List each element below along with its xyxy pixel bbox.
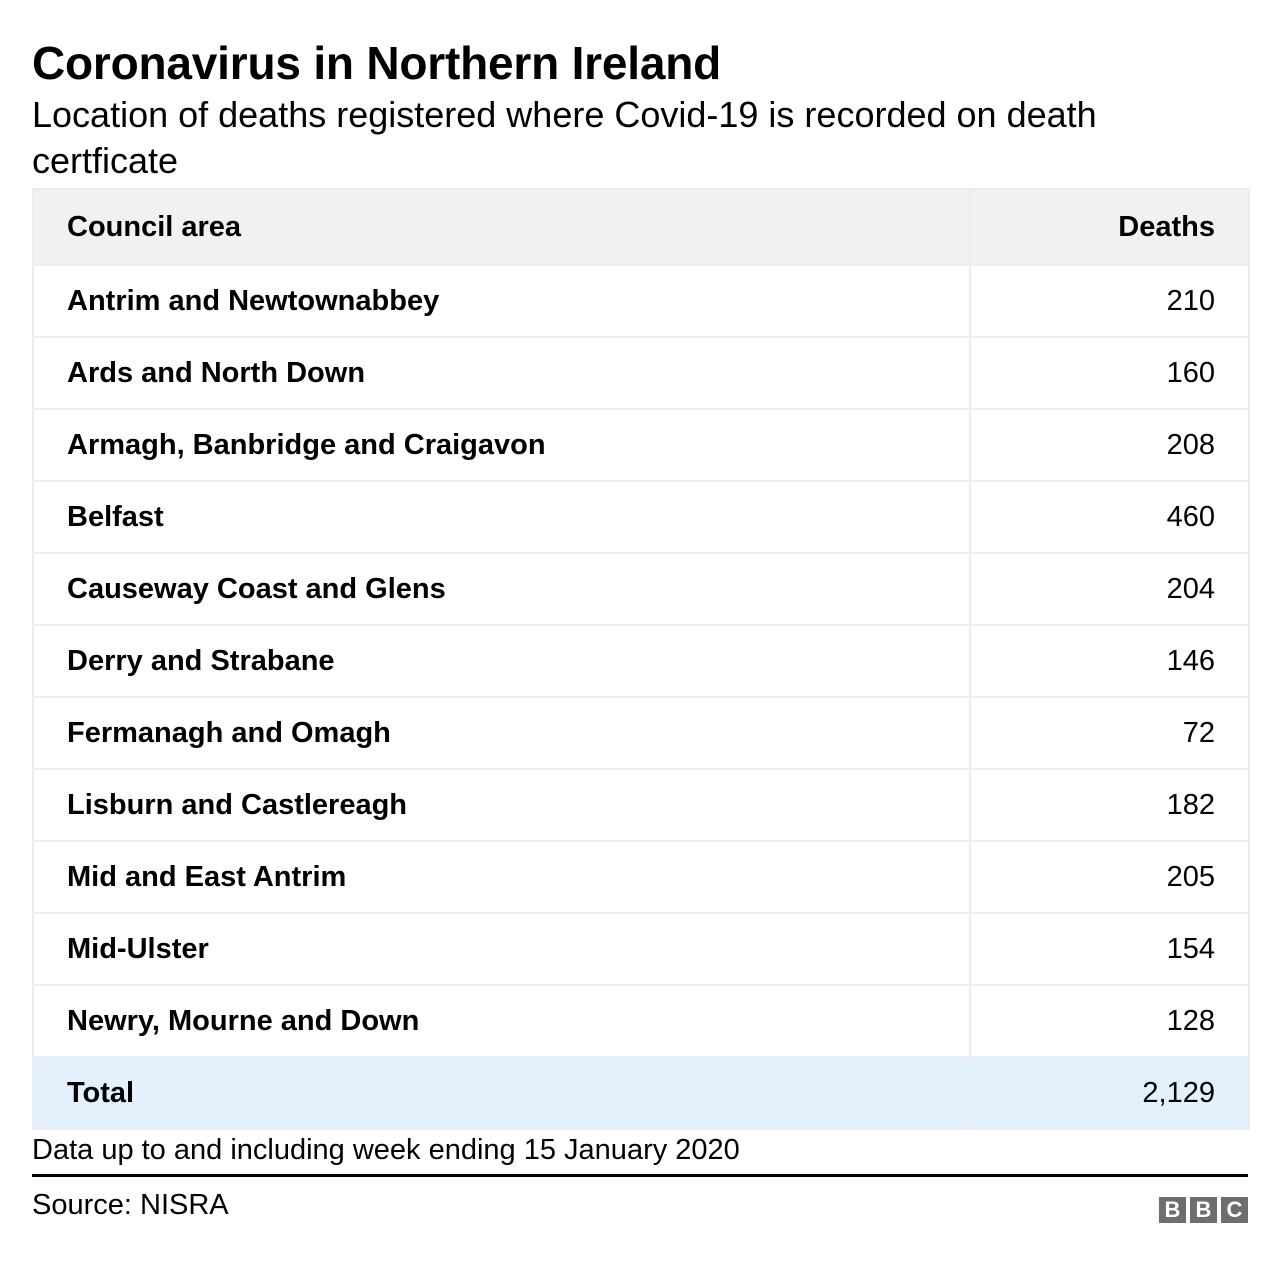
- table-row: Lisburn and Castlereagh 182: [32, 768, 1250, 842]
- page-title: Coronavirus in Northern Ireland: [32, 37, 722, 89]
- page-subtitle: Location of deaths registered where Covi…: [32, 94, 1097, 181]
- table-row: Ards and North Down 160: [32, 336, 1250, 410]
- column-header-council-area: Council area: [32, 188, 971, 266]
- deaths-cell: 128: [969, 984, 1250, 1058]
- deaths-cell: 160: [969, 336, 1250, 410]
- council-area-cell: Lisburn and Castlereagh: [32, 768, 971, 842]
- table-row: Belfast 460: [32, 480, 1250, 554]
- deaths-cell: 208: [969, 408, 1250, 482]
- deaths-cell: 205: [969, 840, 1250, 914]
- table-row: Causeway Coast and Glens 204: [32, 552, 1250, 626]
- logo-block: C: [1221, 1197, 1248, 1223]
- council-area-cell: Newry, Mourne and Down: [32, 984, 971, 1058]
- council-area-cell: Derry and Strabane: [32, 624, 971, 698]
- council-area-cell: Belfast: [32, 480, 971, 554]
- council-area-cell: Armagh, Banbridge and Craigavon: [32, 408, 971, 482]
- deaths-cell: 210: [969, 264, 1250, 338]
- deaths-cell: 146: [969, 624, 1250, 698]
- council-area-cell: Causeway Coast and Glens: [32, 552, 971, 626]
- table-row: Fermanagh and Omagh 72: [32, 696, 1250, 770]
- deaths-cell: 460: [969, 480, 1250, 554]
- table-row: Antrim and Newtownabbey 210: [32, 264, 1250, 338]
- total-value: 2,129: [969, 1056, 1250, 1130]
- column-header-deaths: Deaths: [969, 188, 1250, 266]
- council-area-cell: Ards and North Down: [32, 336, 971, 410]
- total-label: Total: [32, 1056, 971, 1130]
- council-area-cell: Mid-Ulster: [32, 912, 971, 986]
- chart-container: Coronavirus in Northern Ireland Location…: [32, 30, 1250, 1237]
- council-area-cell: Antrim and Newtownabbey: [32, 264, 971, 338]
- table-row: Derry and Strabane 146: [32, 624, 1250, 698]
- table-row: Newry, Mourne and Down 128: [32, 984, 1250, 1058]
- source-label: Source: NISRA: [32, 1189, 229, 1221]
- deaths-cell: 72: [969, 696, 1250, 770]
- table-row: Mid-Ulster 154: [32, 912, 1250, 986]
- table-row: Mid and East Antrim 205: [32, 840, 1250, 914]
- bbc-logo-icon: B B C: [1159, 1197, 1248, 1223]
- table-header-row: Council area Deaths: [32, 188, 1250, 266]
- council-area-cell: Mid and East Antrim: [32, 840, 971, 914]
- deaths-cell: 204: [969, 552, 1250, 626]
- data-note: Data up to and including week ending 15 …: [32, 1132, 1248, 1177]
- table-row: Armagh, Banbridge and Craigavon 208: [32, 408, 1250, 482]
- deaths-cell: 154: [969, 912, 1250, 986]
- deaths-table: Council area Deaths Antrim and Newtownab…: [32, 188, 1250, 1130]
- logo-block: B: [1159, 1197, 1186, 1223]
- council-area-cell: Fermanagh and Omagh: [32, 696, 971, 770]
- deaths-cell: 182: [969, 768, 1250, 842]
- logo-block: B: [1190, 1197, 1217, 1223]
- total-row: Total 2,129: [32, 1056, 1250, 1130]
- footer: Source: NISRA B B C: [32, 1177, 1248, 1237]
